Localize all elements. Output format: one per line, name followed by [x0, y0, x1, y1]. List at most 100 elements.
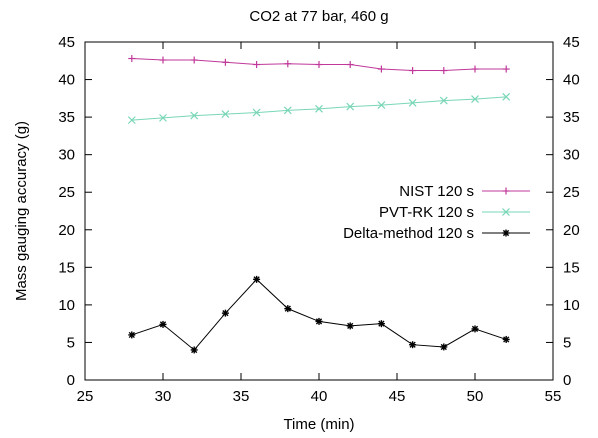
series-0	[128, 55, 510, 75]
legend-label: PVT-RK 120 s	[379, 204, 474, 221]
marker-x-b	[502, 208, 510, 216]
y-tick-label-right: 35	[563, 109, 580, 126]
x-tick-label: 50	[467, 388, 484, 405]
marker-star-b	[471, 325, 479, 333]
marker-x-b	[283, 106, 292, 115]
legend-item: NIST 120 s	[399, 183, 530, 200]
data-point	[253, 275, 261, 283]
y-tick-label-left: 15	[58, 259, 75, 276]
y-tick-label-right: 10	[563, 297, 580, 314]
y-tick-label-right: 20	[563, 222, 580, 239]
chart-title: CO2 at 77 bar, 460 g	[249, 8, 388, 25]
data-point	[346, 102, 355, 111]
legend-item: PVT-RK 120 s	[379, 204, 530, 221]
y-tick-label-left: 40	[58, 72, 75, 89]
x-tick-label: 45	[389, 388, 406, 405]
marker-star-b	[191, 346, 198, 354]
series-line	[131, 278, 507, 351]
y-tick-label-left: 10	[58, 297, 75, 314]
marker-star-b	[378, 320, 385, 327]
marker-x-b	[127, 116, 136, 125]
series-layer	[127, 55, 511, 354]
data-point	[159, 113, 167, 122]
data-point	[471, 95, 479, 104]
data-point	[221, 309, 229, 317]
y-tick-label-left: 35	[58, 109, 75, 126]
data-point	[346, 322, 354, 330]
data-point	[190, 111, 199, 120]
legend-label: NIST 120 s	[399, 183, 474, 200]
series-1	[127, 92, 511, 125]
data-point	[377, 65, 385, 73]
y-tick-label-left: 0	[67, 372, 75, 389]
data-point	[439, 96, 448, 105]
marker-x-b	[408, 98, 417, 107]
marker-star-b	[128, 331, 135, 339]
marker-star-b	[159, 321, 167, 328]
y-tick-label-left: 25	[58, 184, 75, 201]
y-axis-label: Mass gauging accuracy (g)	[13, 121, 30, 301]
marker-star-b	[409, 341, 416, 348]
marker-x-b	[159, 113, 167, 122]
data-point	[128, 331, 136, 339]
data-point	[377, 320, 385, 328]
plot-frame	[84, 41, 554, 381]
data-point	[315, 317, 323, 325]
marker-star-b	[315, 318, 323, 325]
y-tick-label-left: 30	[58, 147, 75, 164]
data-point	[128, 55, 136, 63]
data-point	[502, 92, 511, 101]
legend: NIST 120 s PVT-RK 120 s Delta-method 120 s	[343, 183, 530, 242]
y-tick-label-right: 30	[563, 147, 580, 164]
marker-star-b	[502, 229, 510, 237]
data-point	[471, 325, 479, 333]
data-point	[502, 335, 510, 343]
data-point	[284, 305, 292, 313]
y-tick-label-right: 5	[563, 334, 571, 351]
data-point	[159, 320, 167, 328]
data-point	[284, 60, 292, 68]
data-point	[159, 56, 167, 64]
y-tick-label-right: 15	[563, 259, 580, 276]
marker-x-b	[252, 108, 261, 117]
marker-star-b	[222, 310, 229, 317]
x-tick-label: 35	[233, 388, 250, 405]
data-point	[471, 65, 479, 73]
data-point	[408, 98, 417, 107]
data-point	[346, 61, 354, 69]
data-point	[252, 108, 261, 117]
data-point	[409, 67, 417, 75]
x-tick-label: 30	[155, 388, 172, 405]
data-point	[221, 110, 230, 119]
marker-x-b	[346, 102, 355, 111]
data-point	[315, 61, 323, 69]
y-tick-label-left: 5	[67, 334, 75, 351]
y-tick-label-right: 0	[563, 372, 571, 389]
marker-x-b	[377, 101, 386, 110]
x-axis-label: Time (min)	[283, 416, 354, 433]
data-point	[190, 346, 198, 354]
marker-star-b	[253, 276, 260, 283]
y-tick-label-right: 25	[563, 184, 580, 201]
data-point	[315, 104, 323, 113]
marker-star-b	[284, 305, 291, 312]
x-tick-label: 40	[311, 388, 328, 405]
x-tick-label: 55	[545, 388, 562, 405]
data-point	[440, 343, 448, 351]
data-point	[127, 116, 136, 125]
y-tick-label-left: 20	[58, 222, 75, 239]
marker-x-b	[190, 111, 199, 120]
legend-label: Delta-method 120 s	[343, 225, 474, 242]
marker-star-b	[503, 336, 510, 343]
data-point	[502, 65, 510, 73]
data-point	[283, 106, 292, 115]
data-point	[377, 101, 386, 110]
legend-item: Delta-method 120 s	[343, 225, 530, 242]
data-point	[409, 341, 417, 349]
y-tick-label-right: 45	[563, 34, 580, 51]
series-2	[128, 275, 510, 354]
marker-x-b	[471, 95, 479, 104]
data-point	[440, 67, 448, 75]
